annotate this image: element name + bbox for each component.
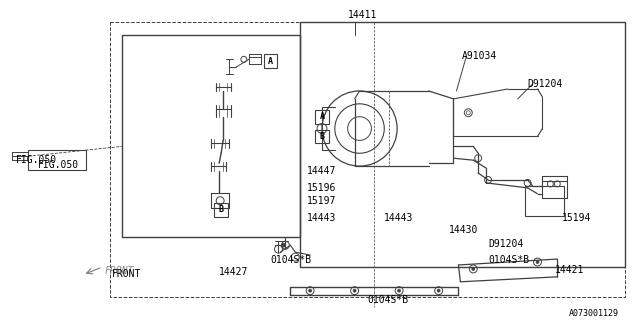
Text: 14443: 14443 bbox=[307, 212, 337, 223]
Bar bbox=[28, 150, 86, 170]
Text: FRONT: FRONT bbox=[113, 269, 141, 279]
Text: A073001129: A073001129 bbox=[569, 309, 619, 318]
Circle shape bbox=[472, 268, 475, 270]
Text: 14430: 14430 bbox=[449, 225, 478, 236]
Bar bbox=[110, 22, 625, 297]
Text: FRONT: FRONT bbox=[104, 266, 134, 276]
Text: 14447: 14447 bbox=[307, 166, 337, 176]
Bar bbox=[264, 54, 278, 68]
Text: FIG.050: FIG.050 bbox=[37, 160, 79, 170]
Text: FIG.050: FIG.050 bbox=[16, 155, 57, 165]
Bar bbox=[315, 110, 329, 124]
Text: A: A bbox=[268, 57, 273, 66]
Text: 0104S*B: 0104S*B bbox=[367, 295, 408, 305]
Text: 14443: 14443 bbox=[384, 212, 413, 223]
Circle shape bbox=[353, 289, 356, 292]
Text: B: B bbox=[319, 132, 324, 141]
Bar bbox=[214, 203, 228, 217]
Bar bbox=[300, 22, 625, 267]
Text: B: B bbox=[219, 205, 223, 214]
Text: 14427: 14427 bbox=[219, 267, 248, 277]
Text: 15197: 15197 bbox=[307, 196, 337, 206]
Circle shape bbox=[282, 243, 285, 247]
Circle shape bbox=[536, 260, 539, 263]
Text: 15196: 15196 bbox=[307, 183, 337, 193]
Text: D91204: D91204 bbox=[527, 79, 563, 89]
Text: A91034: A91034 bbox=[461, 52, 497, 61]
Text: 0104S*B: 0104S*B bbox=[488, 255, 529, 265]
Text: A: A bbox=[319, 112, 324, 121]
Circle shape bbox=[437, 289, 440, 292]
Circle shape bbox=[308, 289, 312, 292]
Circle shape bbox=[397, 289, 401, 292]
Text: D91204: D91204 bbox=[488, 239, 524, 249]
Text: 15194: 15194 bbox=[562, 212, 591, 223]
Bar bbox=[525, 186, 564, 216]
Text: 14411: 14411 bbox=[348, 10, 377, 20]
Bar bbox=[315, 130, 329, 143]
Bar bbox=[122, 35, 300, 237]
Text: 14421: 14421 bbox=[556, 265, 585, 275]
Text: 0104S*B: 0104S*B bbox=[271, 255, 312, 265]
